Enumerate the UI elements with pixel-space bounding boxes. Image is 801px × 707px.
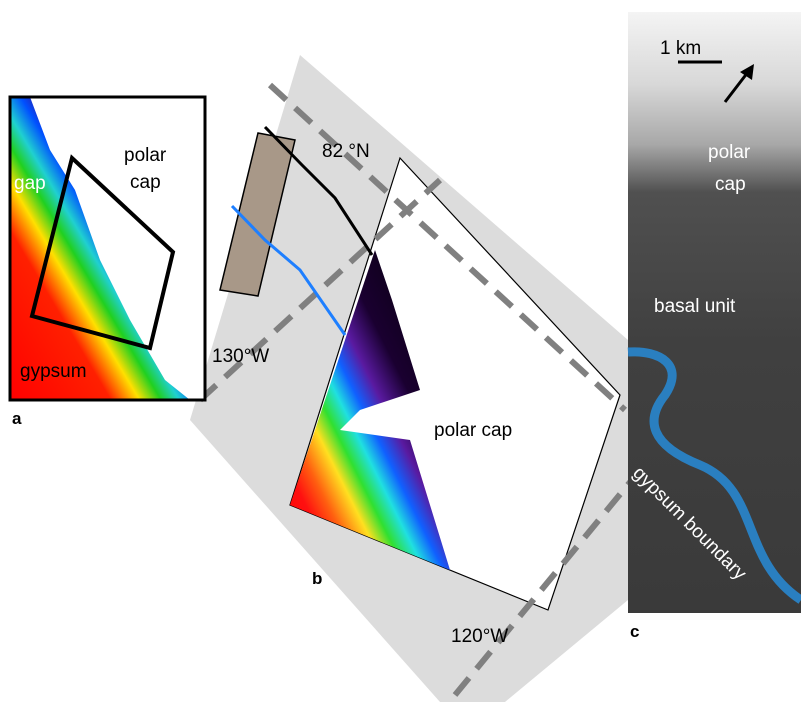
region-label: basal unit [654,296,736,317]
panel-label: b [312,569,322,588]
figure: 82 °N 130°W polar cap 120°W b polar cap … [0,0,801,702]
region-label: gypsum [20,361,87,382]
region-label: gap [14,173,46,194]
region-label: cap [130,172,161,193]
region-label: cap [715,174,746,195]
panel-label: a [12,409,22,428]
latitude-label: 82 °N [322,141,370,162]
region-label: polar cap [434,420,512,441]
region-label: polar [708,142,751,163]
longitude-label: 120°W [451,626,508,647]
panel-label: c [630,622,639,641]
region-label: polar [124,145,167,166]
longitude-label: 130°W [212,346,269,367]
scale-label: 1 km [660,38,701,59]
